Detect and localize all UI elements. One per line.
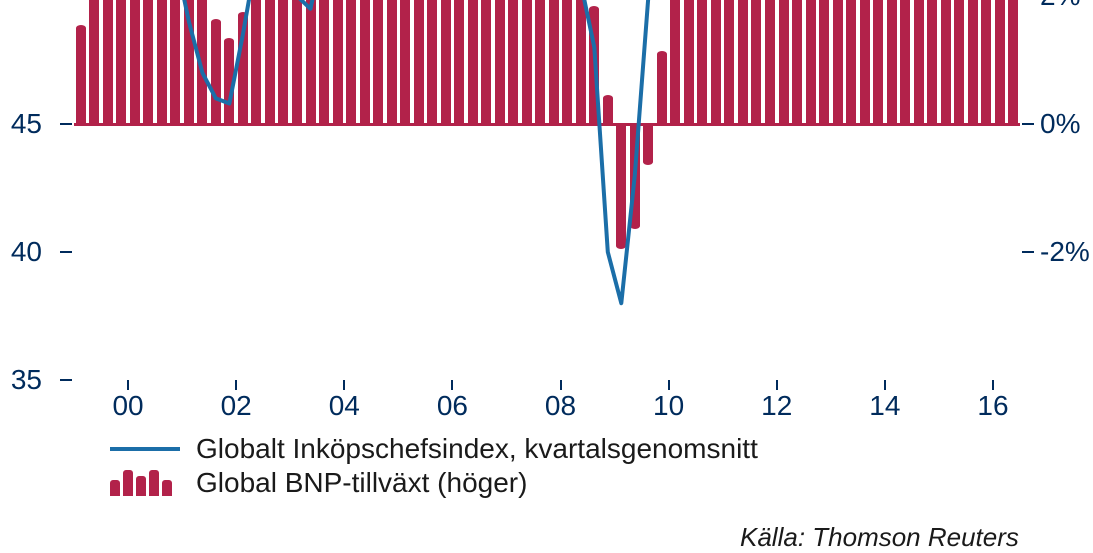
legend-swatch-line: [110, 447, 180, 451]
legend-item-line: Globalt Inköpschefsindex, kvartalsgenoms…: [110, 432, 758, 466]
pmi-line-path: [81, 0, 1013, 303]
chart-container: 35 40 45 -2% 0% 2% 00 02 04 06 08 10 12 14 16 Global…: [0, 0, 1093, 553]
y-left-tick-label: 40: [11, 236, 42, 268]
y-right-tick-label: -2%: [1040, 236, 1090, 268]
x-tick-label: 12: [761, 390, 792, 422]
y-right-tick-label: 2%: [1040, 0, 1080, 12]
line-layer: [74, 0, 1020, 380]
x-tick-label: 10: [653, 390, 684, 422]
x-tick-label: 16: [977, 390, 1008, 422]
legend-label-bars: Global BNP-tillväxt (höger): [196, 467, 527, 499]
x-tick-label: 02: [221, 390, 252, 422]
x-tick-label: 14: [869, 390, 900, 422]
legend: Globalt Inköpschefsindex, kvartalsgenoms…: [110, 432, 758, 500]
x-tick-label: 00: [112, 390, 143, 422]
y-right-tick-label: 0%: [1040, 108, 1080, 140]
legend-item-bars: Global BNP-tillväxt (höger): [110, 466, 758, 500]
legend-label-line: Globalt Inköpschefsindex, kvartalsgenoms…: [196, 433, 758, 465]
x-tick-label: 04: [329, 390, 360, 422]
y-left-tick-label: 35: [11, 364, 42, 396]
x-tick-label: 08: [545, 390, 576, 422]
y-left-tick-label: 45: [11, 108, 42, 140]
legend-swatch-bars: [110, 470, 180, 496]
plot-area: [74, 0, 1020, 380]
source-text: Källa: Thomson Reuters: [740, 522, 1019, 553]
x-tick-label: 06: [437, 390, 468, 422]
